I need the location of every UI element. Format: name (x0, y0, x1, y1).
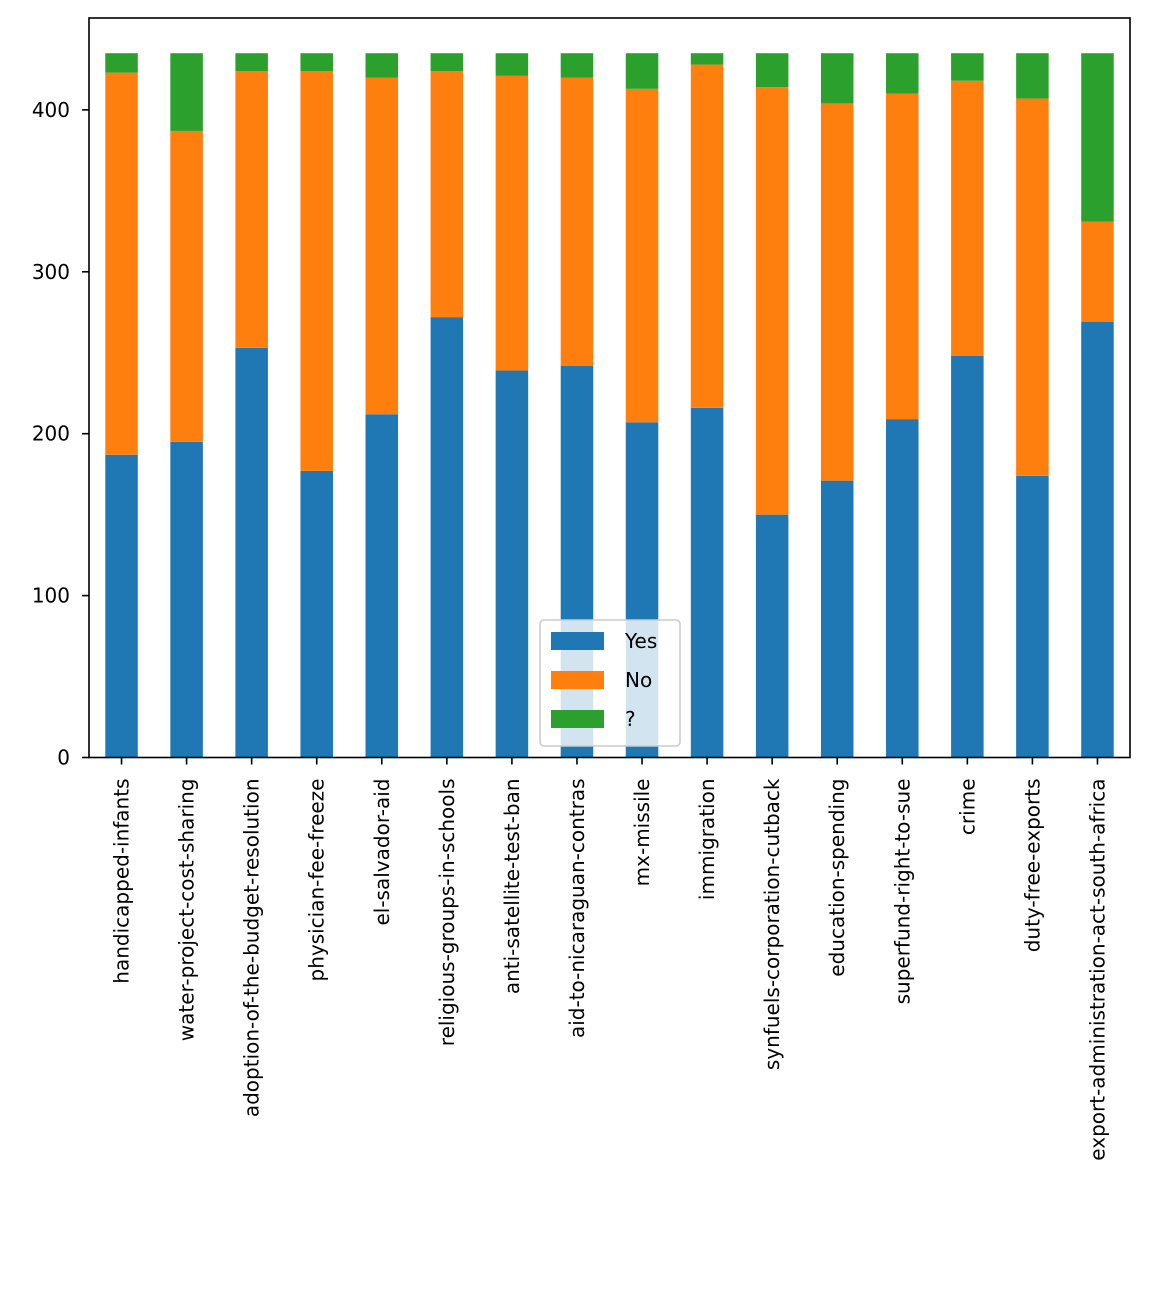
bar-export-administration-act-south-africa-yes (1081, 321, 1114, 758)
y-tick-label: 200 (32, 422, 70, 446)
x-tick-label: aid-to-nicaraguan-contras (565, 779, 589, 1039)
x-tick-label: anti-satellite-test-ban (500, 779, 524, 995)
bar-water-project-cost-sharing-yes (170, 441, 203, 758)
axes-frame (88, 17, 1131, 759)
x-tick-label: immigration (695, 779, 719, 901)
bar-anti-satellite-test-ban-yes (495, 370, 529, 758)
bar-synfuels-corporation-cutback-unknown (755, 53, 789, 88)
legend-label-unknown: ? (625, 707, 636, 731)
y-tick-label: 0 (57, 746, 70, 770)
bar-water-project-cost-sharing-no (170, 130, 203, 442)
x-tick-label: el-salvador-aid (370, 779, 394, 926)
bar-immigration-unknown (690, 53, 724, 65)
bar-handicapped-infants-no (105, 72, 138, 455)
bar-duty-free-exports-no (1016, 98, 1049, 476)
x-tick-label: duty-free-exports (1020, 779, 1044, 953)
bar-crime-no (951, 80, 984, 356)
x-axis-ticks: handicapped-infants water-project-cost-sh… (110, 757, 1109, 1161)
bar-superfund-right-to-sue-unknown (886, 53, 919, 94)
bar-duty-free-exports-yes (1016, 475, 1049, 758)
bar-synfuels-corporation-cutback-yes (755, 514, 789, 758)
legend-label-no: No (625, 668, 652, 692)
bar-superfund-right-to-sue-no (886, 93, 919, 420)
bar-export-administration-act-south-africa-unknown (1081, 53, 1114, 222)
bar-adoption-of-the-budget-resolution-yes (235, 347, 268, 758)
bar-immigration-yes (690, 407, 724, 758)
bar-physician-fee-freeze-unknown (300, 53, 333, 72)
bar-el-salvador-aid-unknown (365, 53, 399, 78)
bar-export-administration-act-south-africa-no (1081, 221, 1114, 322)
bar-religious-groups-in-schools-unknown (430, 53, 464, 72)
bar-el-salvador-aid-yes (365, 414, 399, 758)
x-tick-label: education-spending (825, 779, 849, 977)
bar-education-spending-no (820, 103, 854, 481)
bar-synfuels-corporation-cutback-no (755, 87, 789, 515)
bar-adoption-of-the-budget-resolution-no (235, 71, 268, 348)
x-tick-label: adoption-of-the-budget-resolution (240, 779, 264, 1118)
bar-el-salvador-aid-no (365, 77, 399, 415)
x-tick-label: synfuels-corporation-cutback (760, 778, 784, 1070)
bar-handicapped-infants-yes (105, 454, 138, 758)
bars-group (105, 53, 1114, 758)
legend: Yes No? (539, 619, 681, 747)
x-tick-label: water-project-cost-sharing (175, 779, 199, 1042)
legend-label-yes: Yes (624, 629, 657, 653)
x-tick-label: export-administration-act-south-africa (1085, 779, 1109, 1161)
x-tick-label: crime (955, 779, 979, 836)
legend-swatch-no (551, 671, 604, 689)
bar-crime-yes (951, 355, 984, 758)
bar-mx-missile-unknown (625, 53, 659, 89)
bar-physician-fee-freeze-no (300, 71, 333, 471)
x-tick-label: mx-missile (630, 779, 654, 887)
bar-physician-fee-freeze-yes (300, 470, 333, 758)
bar-adoption-of-the-budget-resolution-unknown (235, 53, 268, 72)
bar-crime-unknown (951, 53, 984, 81)
bar-education-spending-yes (820, 480, 854, 758)
bar-handicapped-infants-unknown (105, 53, 138, 73)
bar-anti-satellite-test-ban-no (495, 75, 529, 371)
bar-education-spending-unknown (820, 53, 854, 104)
y-tick-label: 400 (32, 98, 70, 122)
bar-religious-groups-in-schools-no (430, 71, 464, 318)
bar-water-project-cost-sharing-unknown (170, 53, 203, 131)
y-axis-ticks: 0 100 200 300 400 (32, 98, 89, 770)
x-tick-label: religious-groups-in-schools (435, 779, 459, 1047)
y-tick-label: 100 (32, 584, 70, 608)
legend-swatch-yes (551, 632, 604, 650)
bar-aid-to-nicaraguan-contras-unknown (560, 53, 594, 78)
bar-anti-satellite-test-ban-unknown (495, 53, 529, 76)
x-tick-label: physician-fee-freeze (305, 779, 329, 982)
bar-immigration-no (690, 64, 724, 408)
bar-aid-to-nicaraguan-contras-no (560, 77, 594, 366)
x-tick-label: superfund-right-to-sue (890, 779, 914, 1005)
bar-mx-missile-no (625, 88, 659, 423)
bar-religious-groups-in-schools-yes (430, 317, 464, 758)
bar-duty-free-exports-unknown (1016, 53, 1049, 99)
y-tick-label: 300 (32, 260, 70, 284)
legend-swatch-unknown (551, 710, 604, 728)
x-tick-label: handicapped-infants (110, 779, 134, 984)
axes-group (88, 17, 1131, 759)
bar-superfund-right-to-sue-yes (886, 419, 919, 758)
